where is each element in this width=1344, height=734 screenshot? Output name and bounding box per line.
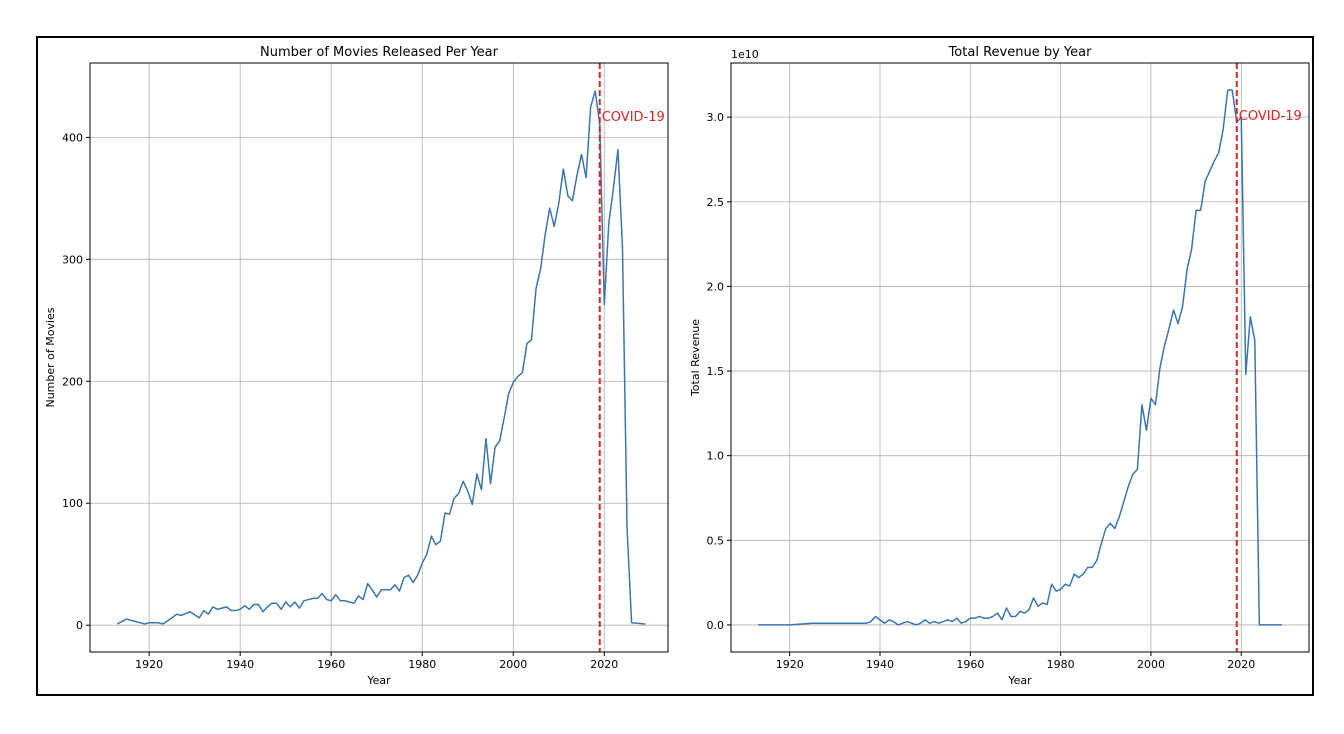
- chart2-series-line: [758, 89, 1282, 626]
- chart1-y-tick-label: 0: [76, 619, 83, 632]
- chart1-y-tick-label: 200: [62, 375, 83, 388]
- chart1-y-tick-label: 300: [62, 253, 83, 266]
- chart2-y-tick-label: 2.5: [707, 196, 725, 209]
- chart1-ylabel: Number of Movies: [44, 307, 57, 407]
- chart1-y-tick-label: 100: [62, 497, 83, 510]
- chart2-x-tick-label: 1980: [1047, 658, 1075, 671]
- chart2-y-tick-label: 3.0: [707, 111, 725, 124]
- chart2-xlabel: Year: [1007, 674, 1032, 687]
- chart1-x-tick-label: 1980: [408, 658, 436, 671]
- chart2-y-tick-label: 0.0: [707, 619, 725, 632]
- chart1-x-tick-label: 2000: [499, 658, 527, 671]
- chart2-scale-label: 1e10: [731, 48, 759, 61]
- chart2-covid-label: COVID-19: [1239, 109, 1302, 124]
- chart2-y-tick-label: 1.0: [707, 450, 725, 463]
- chart2-y-tick-label: 1.5: [707, 365, 725, 378]
- figure-frame: COVID-19 1920 1940 1960 1980 2000 2020 0 100 200 3…: [36, 36, 1314, 696]
- chart2-ylabel: Total Revenue: [689, 319, 702, 397]
- chart1-x-tick-label: 2020: [590, 658, 618, 671]
- chart1-xlabel: Year: [366, 674, 391, 687]
- chart2-x-tick-label: 2020: [1227, 658, 1255, 671]
- figure-canvas: COVID-19 1920 1940 1960 1980 2000 2020 0 100 200 3…: [44, 45, 1310, 687]
- chart1-y-tick-label: 400: [62, 131, 83, 144]
- chart2-title: Total Revenue by Year: [948, 45, 1092, 60]
- chart1-series-line: [116, 90, 646, 625]
- chart2-y-tick-label: 2.0: [707, 280, 725, 293]
- chart1-covid-label: COVID-19: [602, 110, 665, 125]
- chart2-plot-area: [730, 62, 1310, 653]
- chart2-x-tick-label: 1960: [956, 658, 984, 671]
- chart1-plot-area: [89, 62, 669, 653]
- chart1-title: Number of Movies Released Per Year: [260, 45, 499, 60]
- chart2-y-tick-label: 0.5: [707, 534, 725, 547]
- chart2-x-tick-label: 1920: [776, 658, 804, 671]
- chart1-x-tick-label: 1920: [135, 658, 163, 671]
- chart2-x-tick-label: 2000: [1137, 658, 1165, 671]
- chart1-x-tick-label: 1940: [226, 658, 254, 671]
- chart2-x-tick-label: 1940: [866, 658, 894, 671]
- chart1-x-tick-label: 1960: [317, 658, 345, 671]
